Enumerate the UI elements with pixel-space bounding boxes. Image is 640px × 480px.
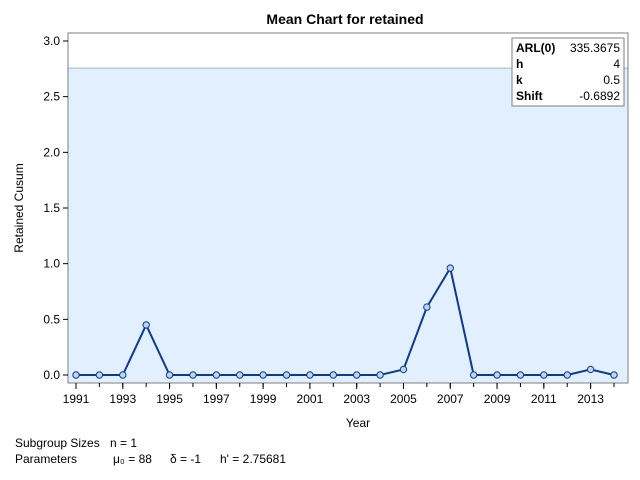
series-group (72, 264, 618, 379)
cusum-line (76, 267, 615, 376)
data-point (306, 371, 314, 379)
inset-value: 0.5 (603, 73, 620, 87)
x-tick-label: 2005 (390, 392, 417, 406)
data-point (516, 371, 525, 379)
data-point (423, 303, 431, 311)
data-point (446, 264, 454, 272)
data-point (72, 371, 80, 379)
x-tick-label: 1991 (63, 392, 90, 406)
x-axis: 1991 1993 1995 1997 1999 2001 2003 2005 2007 2009… (63, 383, 615, 406)
subgroup-label: Subgroup Sizes (15, 436, 100, 450)
x-tick-label: 2009 (484, 392, 511, 406)
parameter-mu: μ₀ = 88 (113, 452, 152, 466)
data-point (352, 371, 361, 379)
x-tick-label: 2007 (437, 392, 464, 406)
decision-limit-band (68, 68, 628, 383)
x-tick-label: 2003 (343, 392, 370, 406)
x-tick-label: 2011 (531, 392, 557, 406)
data-point (142, 321, 150, 329)
data-point (95, 371, 104, 379)
data-point (212, 371, 221, 379)
x-tick-label: 1997 (203, 392, 230, 406)
data-point (189, 371, 197, 379)
y-axis: 0.0 0.5 1.0 1.5 2.0 2.5 3.0 (43, 34, 68, 382)
y-tick-label: 1.5 (43, 201, 60, 215)
statistics-inset: ARL(0) 335.3675 h 4 k 0.5 Shift -0.6892 (511, 37, 625, 107)
data-point (329, 371, 338, 379)
inset-key: h (516, 57, 523, 71)
parameter-hprime: h' = 2.75681 (220, 452, 287, 466)
data-point (165, 371, 174, 379)
data-point (376, 371, 384, 379)
y-tick-label: 0.0 (43, 368, 60, 382)
inset-key: ARL(0) (516, 41, 555, 55)
x-tick-label: 2001 (297, 392, 324, 406)
inset-key: Shift (516, 89, 543, 103)
data-point (610, 371, 618, 379)
inset-value: 4 (613, 57, 620, 71)
data-point (586, 365, 595, 374)
y-axis-label: Retained Cusum (12, 163, 26, 252)
parameter-delta: δ = -1 (170, 452, 202, 466)
inset-key: k (516, 73, 523, 87)
data-point (399, 365, 408, 374)
x-tick-label: 1999 (250, 392, 277, 406)
y-tick-label: 2.5 (43, 90, 60, 104)
y-tick-label: 1.0 (43, 257, 60, 271)
data-point (493, 371, 501, 379)
subgroup-value: n = 1 (110, 436, 138, 450)
y-tick-label: 2.0 (43, 145, 60, 159)
inset-value: 335.3675 (570, 41, 620, 55)
data-point (282, 371, 291, 379)
y-tick-label: 0.5 (43, 312, 60, 326)
x-tick-label: 1993 (109, 392, 136, 406)
parameters-label: Parameters (15, 452, 78, 466)
x-axis-label: Year (346, 416, 370, 430)
x-tick-label: 2013 (577, 392, 604, 406)
x-tick-label: 1995 (156, 392, 183, 406)
data-point (540, 371, 548, 379)
chart-title: Mean Chart for retained (266, 11, 423, 27)
data-point (563, 371, 571, 379)
data-point (119, 371, 127, 379)
inset-box (511, 37, 625, 107)
data-point (469, 371, 478, 379)
data-point (236, 371, 244, 379)
y-tick-label: 3.0 (43, 34, 60, 48)
data-point (259, 371, 267, 379)
inset-value: -0.6892 (579, 89, 620, 103)
